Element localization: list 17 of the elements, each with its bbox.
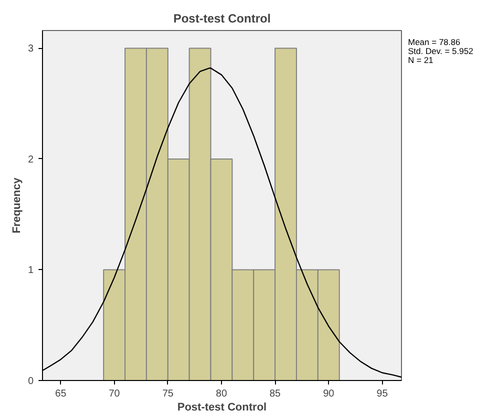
text: Mean = 78.86: [408, 37, 460, 47]
x-tick-label: 90: [323, 388, 335, 400]
x-tick-label: 85: [269, 388, 282, 400]
y-tick-label: 1: [28, 265, 34, 276]
x-tick-label: 80: [216, 388, 228, 400]
x-tick-label: 70: [108, 388, 120, 400]
chart-title: Post-test Control: [173, 12, 271, 26]
y-tick-label: 2: [28, 154, 34, 166]
x-tick-label: 95: [376, 388, 388, 400]
x-tick-label: 75: [162, 388, 174, 400]
y-axis-title: Frequency: [10, 176, 23, 234]
y-tick-label: 0: [28, 376, 34, 387]
x-tick-label: 65: [55, 388, 67, 400]
text: N = 21: [408, 55, 434, 65]
y-tick-label: 3: [28, 44, 34, 55]
text: Std. Dev. = 5.952: [408, 46, 474, 56]
x-axis-title: Post-test Control: [177, 402, 267, 414]
